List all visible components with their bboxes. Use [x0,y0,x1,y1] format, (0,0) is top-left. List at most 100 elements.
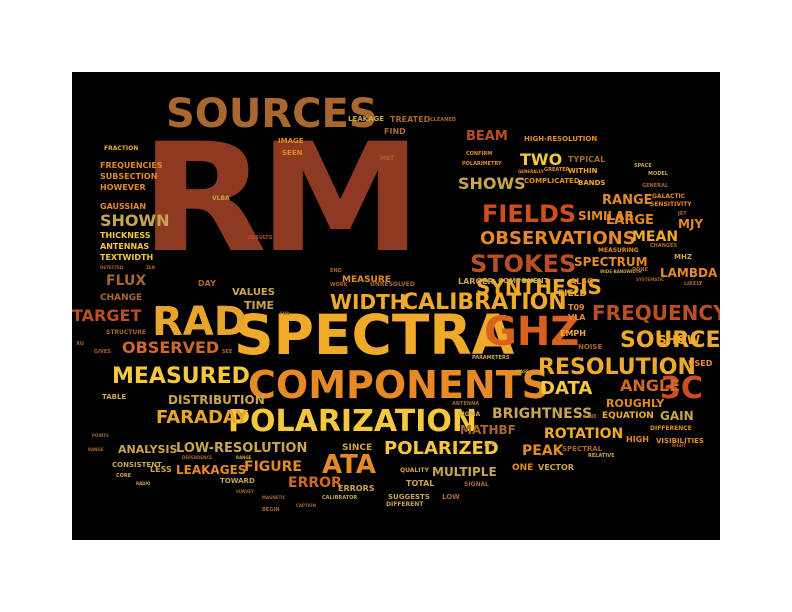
word-bands: BANDS [578,179,606,187]
word-galactic: GALACTIC [652,193,686,200]
word-points: POINTS [92,433,109,438]
word-mean: MEAN [632,229,679,245]
word-source: SOURCE [620,328,720,353]
word-larger: LARGER [458,277,494,286]
word-suggests: SUGGESTS [388,493,430,501]
word-dependence: DEPENDENCE [182,455,213,460]
word-greater: GREATER [544,167,570,173]
word-results: RESULTS [248,235,273,241]
word-image: IMAGE [278,137,304,145]
word-observations: OBSERVATIONS [480,228,636,249]
word-line: LINE [584,414,597,420]
word-antenna: ANTENNA [452,401,480,407]
word-range-3: RANGE [236,455,252,460]
word-shows: SHOWS [458,174,526,193]
word-parameters: PARAMETERS [472,355,510,361]
word-target: TARGET [72,306,142,325]
word-complicated: COMPLICATED [524,177,580,185]
word-leakages: LEAKAGES [176,463,247,477]
word-leakage: LEAKAGE [348,115,385,123]
word-frequency: FREQUENCY [592,301,720,325]
word-multiple: MULTIPLE [432,465,497,479]
word-total: TOTAL [406,479,435,488]
word-equation: EQUATION [602,411,654,421]
word-rm: RM [140,112,422,286]
word-toward: TOWARD [220,477,255,485]
word-large: LARGE [606,213,654,228]
word-vlba: VLBA [212,195,230,202]
word-consistent: CONSISTENT [112,461,162,469]
word-show: SHOW [658,333,701,347]
word-different: DIFFERENT [386,501,424,508]
word-rad: RAD [152,299,247,345]
word-quality: QUALITY [400,467,429,474]
word-thickness: THICKNESS [100,231,151,240]
word-error: ERROR [288,475,342,491]
word-done: DONE [632,267,649,273]
word-core: CORE [116,473,132,479]
word-spectra: SPECTRA [234,303,515,367]
word-figure: FIGURE [244,459,302,475]
word-brightness: BRIGHTNESS [492,406,593,422]
word-caption: CAPTION [296,503,316,508]
word-values: VALUES [232,287,275,298]
word-emph: EMPH [560,329,586,338]
word-vla: VLA [568,313,586,322]
word-work: WORK [330,282,348,288]
word-resolution: RESOLUTION [538,355,696,380]
word-vector: VECTOR [538,463,574,472]
word-xu: XU [76,341,84,347]
word-unresolved: UNRESOLVED [370,281,415,288]
word-high-resolution: HIGH-RESOLUTION [524,135,598,143]
word-time: TIME [244,299,275,312]
word-low: LOW [442,493,460,501]
word-seen: SEEN [282,149,303,157]
word-detected: DETECTED [100,265,124,270]
word-radio: RADIO [136,481,151,486]
word-typical: TYPICAL [568,155,606,164]
word-met: MET [380,155,395,162]
word-sensitivity: SENSITIVITY [650,201,692,208]
word-likely: LIKELY [684,281,703,287]
word-peak: PEAK [522,443,564,459]
word-since: SINCE [342,443,373,453]
word-textwidth: TEXTWIDTH [100,253,154,262]
word-range-2: RANGE [88,447,104,452]
word-fields: FIELDS [482,200,577,228]
word-zen: ZEN [146,265,155,270]
word-gain: GAIN [660,409,694,423]
word-see: SEE [222,349,233,355]
word-change: CHANGE [100,293,143,303]
word-similar: SIMILAR [578,209,634,223]
word-survey: SURVEY [236,489,254,494]
word-analysis: ANALYSIS [118,443,178,456]
word-measure: MEASURE [342,275,391,285]
word-polarization: POLARIZATION [228,404,477,439]
word-angle: ANGLE [620,376,681,395]
word-within: WITHIN [568,167,598,175]
word-shown: SHOWN [100,211,170,230]
word-begin: BEGIN [262,507,280,513]
word-spectral: SPECTRAL [562,445,603,453]
word-wide-bandwidth: WIDE-BANDWIDTH [600,269,642,274]
word-table: TABLE [102,393,127,401]
word-frequencies: FREQUENCIES [100,161,163,170]
word-one: ONE [512,463,534,473]
word-signal: SIGNAL [464,481,489,488]
word-end: END [330,268,342,274]
word-less: LESS [150,465,172,474]
word-visibilities: VISIBILITIES [656,437,704,445]
word-day: DAY [198,279,216,288]
word-distribution: DISTRIBUTION [168,393,265,407]
word-calibration: CALIBRATION [402,290,567,315]
word-difference: DIFFERENCE [650,425,692,432]
word-i-2: I--2 [484,441,496,448]
word-generally: GENERALLY [518,169,544,174]
word-general: GENERAL [642,183,669,189]
word-data: DATA [540,378,593,399]
word-beam: BEAM [466,129,508,144]
word-used: USED [688,359,713,368]
word-however: HOWEVER [100,183,146,192]
word-find: FIND [384,127,406,136]
word-calibrator: CALIBRATOR [322,495,358,501]
